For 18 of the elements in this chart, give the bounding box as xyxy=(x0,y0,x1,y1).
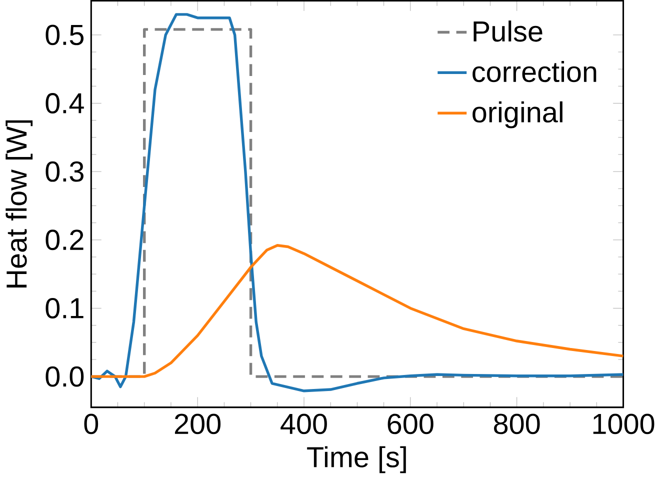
legend-label: original xyxy=(472,101,562,128)
legend-label: correction xyxy=(472,61,596,82)
line-series xyxy=(91,244,624,378)
y-tick-label: 0.0 xyxy=(46,366,84,387)
x-tick-label: 400 xyxy=(280,414,327,434)
x-tick-label: 200 xyxy=(174,414,221,434)
y-tick-label: 0.5 xyxy=(46,24,84,46)
x-tick-label: 0 xyxy=(84,414,98,434)
y-tick-label: 0.1 xyxy=(46,298,84,319)
x-tick-label: 800 xyxy=(494,414,540,434)
y-axis-title: Heat flow [W] xyxy=(6,120,33,288)
x-tick-label: 600 xyxy=(388,414,434,434)
x-axis-title: Time [s] xyxy=(307,446,406,474)
y-tick-label: 0.4 xyxy=(46,93,84,114)
legend-label: Pulse xyxy=(474,20,542,42)
y-tick-label: 0.2 xyxy=(46,230,84,250)
y-tick-label: 0.3 xyxy=(46,161,84,182)
x-tick-label: 1000 xyxy=(593,414,654,434)
